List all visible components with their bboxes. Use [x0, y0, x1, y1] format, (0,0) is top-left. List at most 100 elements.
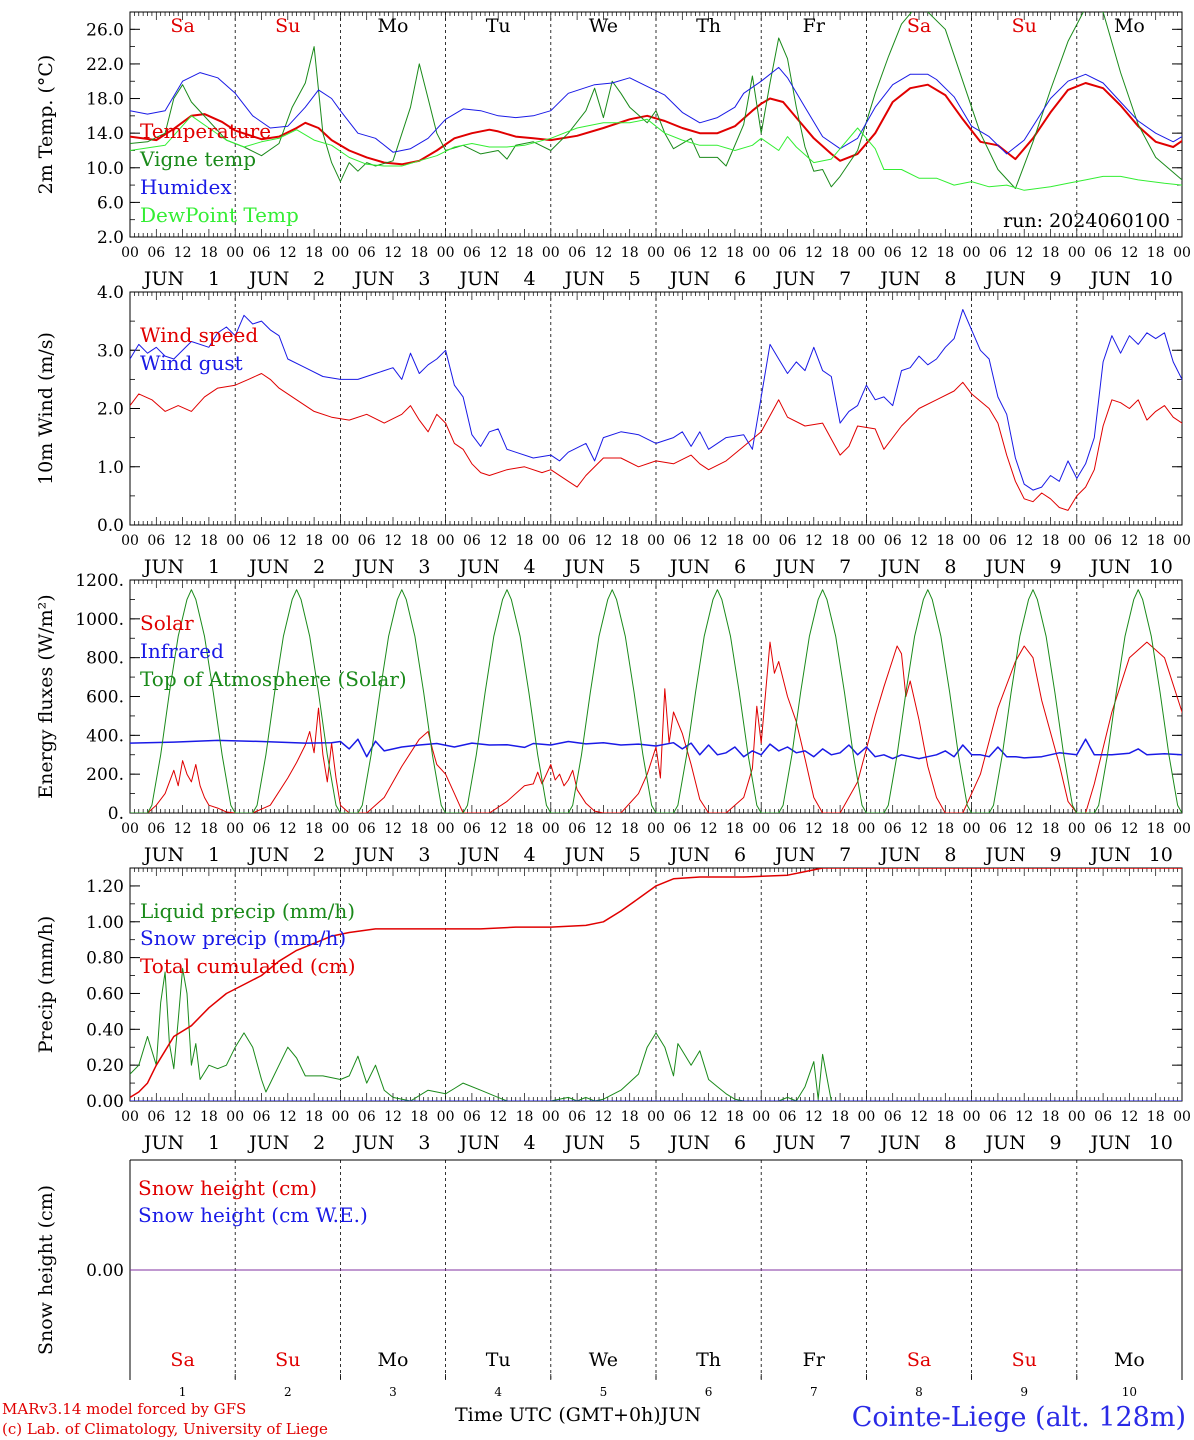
month-label: JUN	[983, 1132, 1025, 1154]
y-tick-label: 0.80	[86, 949, 124, 969]
hour-label: 06	[253, 533, 271, 549]
day-number-label: 6	[734, 1132, 746, 1154]
series-energy-2	[130, 589, 1182, 813]
hour-label: 18	[305, 245, 323, 261]
day-number-bottom: 6	[705, 1385, 713, 1399]
hour-label: 18	[831, 1109, 849, 1125]
day-number-label: 7	[839, 844, 851, 866]
day-number-label: 5	[629, 556, 641, 578]
hour-label: 00	[331, 245, 349, 261]
legend-entry: Vigne temp	[139, 147, 256, 171]
time-axis-label: Time UTC (GMT+0h)JUN	[455, 1404, 701, 1426]
hour-label: 00	[963, 245, 981, 261]
month-label: JUN	[878, 844, 920, 866]
day-number-bottom: 9	[1020, 1385, 1028, 1399]
hour-label: 00	[752, 533, 770, 549]
hour-label: 18	[726, 245, 744, 261]
hour-label: 18	[1147, 1109, 1165, 1125]
day-number-bottom: 8	[915, 1385, 923, 1399]
y-tick-label: 0.00	[86, 1261, 124, 1281]
hour-label: 12	[594, 533, 612, 549]
series-temp-0	[130, 82, 1182, 166]
month-label: JUN	[773, 268, 815, 290]
day-number-label: 3	[418, 844, 430, 866]
day-number-label: 3	[418, 556, 430, 578]
hour-label: 06	[358, 1109, 376, 1125]
month-label: JUN	[773, 1132, 815, 1154]
month-label: JUN	[878, 1132, 920, 1154]
hour-label: 06	[673, 821, 691, 837]
hour-label: 06	[147, 245, 165, 261]
hour-label: 06	[463, 245, 481, 261]
hour-label: 18	[516, 245, 534, 261]
hour-label: 18	[410, 1109, 428, 1125]
hour-label: 12	[279, 1109, 297, 1125]
day-number-label: 9	[1050, 268, 1062, 290]
hour-label: 06	[568, 821, 586, 837]
hour-label: 00	[752, 1109, 770, 1125]
hour-label: 12	[594, 245, 612, 261]
month-label: JUN	[563, 1132, 605, 1154]
day-name-bottom: Tu	[486, 1349, 511, 1371]
day-number-label: 9	[1050, 844, 1062, 866]
legend-entry: DewPoint Temp	[140, 203, 299, 227]
month-label: JUN	[142, 268, 184, 290]
hour-label: 12	[384, 1109, 402, 1125]
hour-label: 12	[805, 821, 823, 837]
hour-label: 12	[384, 821, 402, 837]
month-label: JUN	[668, 556, 710, 578]
hour-label: 12	[489, 1109, 507, 1125]
day-number-label: 4	[524, 1132, 536, 1154]
y-tick-label: 0.40	[86, 1020, 124, 1040]
hour-label: 06	[568, 533, 586, 549]
day-number-label: 6	[734, 844, 746, 866]
day-name-top: Th	[696, 15, 721, 37]
hour-label: 00	[121, 821, 139, 837]
day-number-label: 10	[1149, 1132, 1173, 1154]
hour-label: 18	[1042, 1109, 1060, 1125]
y-axis-label: 2m Temp. (°C)	[35, 55, 57, 195]
hour-label: 18	[410, 245, 428, 261]
hour-label: 12	[910, 245, 928, 261]
hour-label: 18	[936, 1109, 954, 1125]
day-number-label: 9	[1050, 1132, 1062, 1154]
hour-label: 12	[805, 1109, 823, 1125]
hour-label: 00	[857, 821, 875, 837]
y-tick-label: 26.0	[86, 20, 124, 40]
day-number-label: 5	[629, 1132, 641, 1154]
day-number-bottom: 1	[179, 1385, 187, 1399]
hour-label: 06	[989, 821, 1007, 837]
month-label: JUN	[773, 844, 815, 866]
day-number-label: 8	[944, 556, 956, 578]
hour-label: 00	[647, 1109, 665, 1125]
hour-label: 12	[279, 821, 297, 837]
hour-label: 18	[1147, 821, 1165, 837]
hour-label: 18	[936, 533, 954, 549]
time-axis-month: JUN	[660, 1404, 701, 1426]
day-name-top: Tu	[486, 15, 511, 37]
panel-precip: 0.00 0.20 0.40 0.60 0.80 1.00 1.20 Precip (mm/h…	[35, 867, 1191, 1154]
hour-label: 00	[1068, 1109, 1086, 1125]
day-name-bottom: Fr	[803, 1349, 826, 1371]
hour-label: 12	[1015, 821, 1033, 837]
month-label: JUN	[773, 556, 815, 578]
legend-entry: Wind speed	[140, 323, 258, 347]
hour-label: 12	[700, 533, 718, 549]
day-number-bottom: 10	[1122, 1385, 1137, 1399]
hour-label: 12	[489, 533, 507, 549]
legend-entry: Snow precip (mm/h)	[140, 926, 346, 950]
hour-label: 00	[647, 533, 665, 549]
hour-label: 18	[1042, 821, 1060, 837]
hour-label: 00	[963, 1109, 981, 1125]
hour-label: 00	[647, 821, 665, 837]
hour-label: 00	[1068, 533, 1086, 549]
hour-label: 06	[673, 245, 691, 261]
month-label: JUN	[1089, 844, 1131, 866]
y-tick-label: 1.20	[86, 877, 124, 897]
y-tick-label: 0.00	[86, 1092, 124, 1112]
station-name: Cointe-Liege (alt. 128m)	[851, 1402, 1186, 1433]
y-tick-label: 0.0	[97, 516, 124, 536]
hour-label: 18	[410, 533, 428, 549]
hour-label: 06	[779, 533, 797, 549]
day-name-bottom: Sa	[170, 1349, 194, 1371]
